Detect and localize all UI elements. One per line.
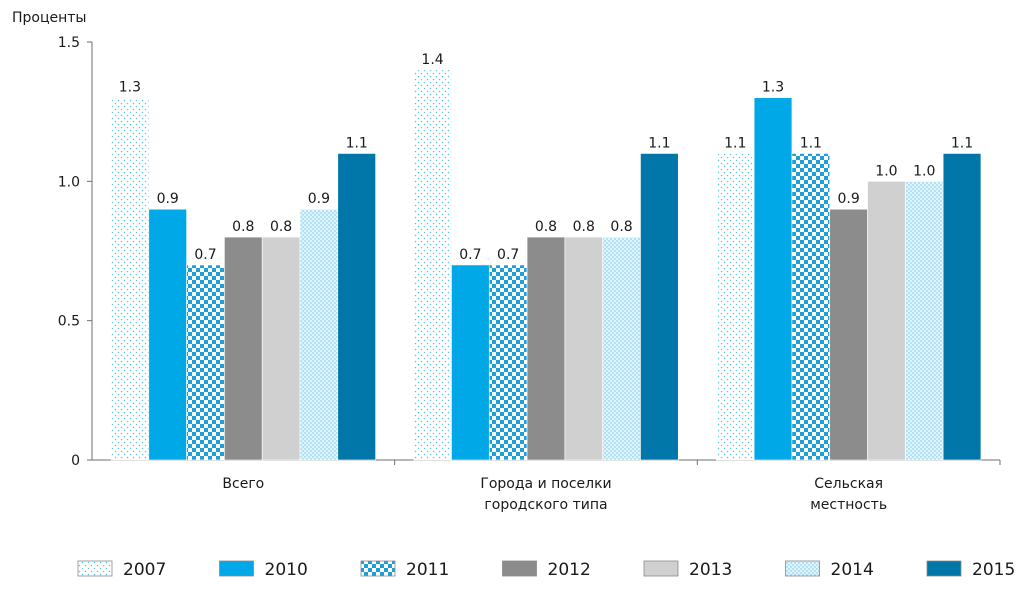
bar-value-label: 0.8 (535, 219, 557, 235)
category-label: Всего (222, 476, 264, 492)
bar-value-label: 0.8 (270, 219, 292, 235)
legend: 2007 2010 2011 2012 2013 2014 2015 (77, 560, 1015, 580)
legend-label: 2015 (972, 560, 1015, 580)
bar-2010 (753, 97, 793, 461)
bar-value-label: 0.9 (157, 191, 179, 207)
bar-value-label: 0.7 (459, 247, 481, 263)
category-labels: Всего Города и поселки городского типа Сель… (222, 476, 887, 513)
bar-value-label: 0.9 (838, 191, 860, 207)
bar-2015 (337, 153, 376, 461)
bar-2007 (413, 69, 452, 461)
legend-swatch-2011 (360, 560, 396, 577)
bar-2013 (867, 181, 906, 461)
bar-2014 (905, 181, 944, 461)
y-tick-label: 1.0 (58, 174, 80, 190)
legend-swatch-2014 (785, 560, 820, 577)
bar-value-label: 1.1 (951, 135, 973, 151)
legend-swatch-2012 (502, 560, 537, 577)
category-label: местность (810, 497, 887, 513)
bar-value-label: 1.0 (913, 163, 935, 179)
category-label: Сельская (814, 476, 883, 492)
bar-2015 (640, 153, 679, 461)
bar-2015 (942, 153, 982, 461)
bar-value-label: 1.1 (346, 135, 368, 151)
y-tick-label: 1.5 (58, 35, 80, 51)
bar-2007 (716, 153, 755, 461)
bar-2011 (791, 153, 831, 461)
bar-2010 (148, 208, 187, 461)
legend-label: 2013 (689, 560, 732, 580)
bar-2010 (451, 264, 490, 461)
bar-2014 (299, 208, 339, 461)
bar-value-label: 1.3 (762, 80, 784, 96)
bar-value-label: 0.8 (573, 219, 595, 235)
bar-value-label: 1.1 (648, 135, 670, 151)
bar-2012 (224, 236, 263, 461)
legend-label: 2007 (123, 560, 166, 580)
bar-value-label: 0.8 (610, 219, 632, 235)
y-tick-label: 0.5 (58, 314, 80, 330)
bar-2011 (186, 264, 225, 461)
bar-2013 (261, 236, 301, 461)
legend-label: 2012 (548, 560, 591, 580)
bar-value-label: 1.3 (119, 80, 141, 96)
y-axis-title: Проценты (12, 10, 86, 26)
legend-label: 2011 (406, 560, 449, 580)
bar-value-label: 1.1 (800, 135, 822, 151)
legend-swatch-2013 (643, 560, 679, 577)
bars (110, 69, 982, 461)
bar-2012 (829, 208, 868, 461)
bar-2012 (526, 236, 566, 461)
legend-swatch-2015 (926, 560, 962, 577)
bar-2013 (564, 236, 603, 461)
y-tick-label: 0 (71, 453, 80, 469)
legend-swatch-2007 (77, 560, 113, 577)
bar-labels: 1.3 0.9 0.7 0.8 0.8 0.9 1.1 1.4 0.7 0.7 0.8 0.8 0.8 1… (119, 52, 973, 263)
bar-value-label: 1.1 (724, 135, 746, 151)
category-label: Города и поселки (480, 476, 611, 492)
bar-2007 (110, 97, 150, 461)
legend-label: 2010 (265, 560, 308, 580)
bar-value-label: 0.7 (497, 247, 519, 263)
bar-value-label: 0.7 (194, 247, 216, 263)
legend-label: 2014 (831, 560, 874, 580)
bar-value-label: 1.0 (875, 163, 897, 179)
bar-2014 (602, 236, 641, 461)
bar-2011 (488, 264, 528, 461)
legend-swatch-2010 (219, 560, 254, 577)
category-label: городского типа (484, 497, 607, 513)
bar-value-label: 1.4 (421, 52, 443, 68)
bar-value-label: 0.8 (232, 219, 254, 235)
bar-value-label: 0.9 (308, 191, 330, 207)
